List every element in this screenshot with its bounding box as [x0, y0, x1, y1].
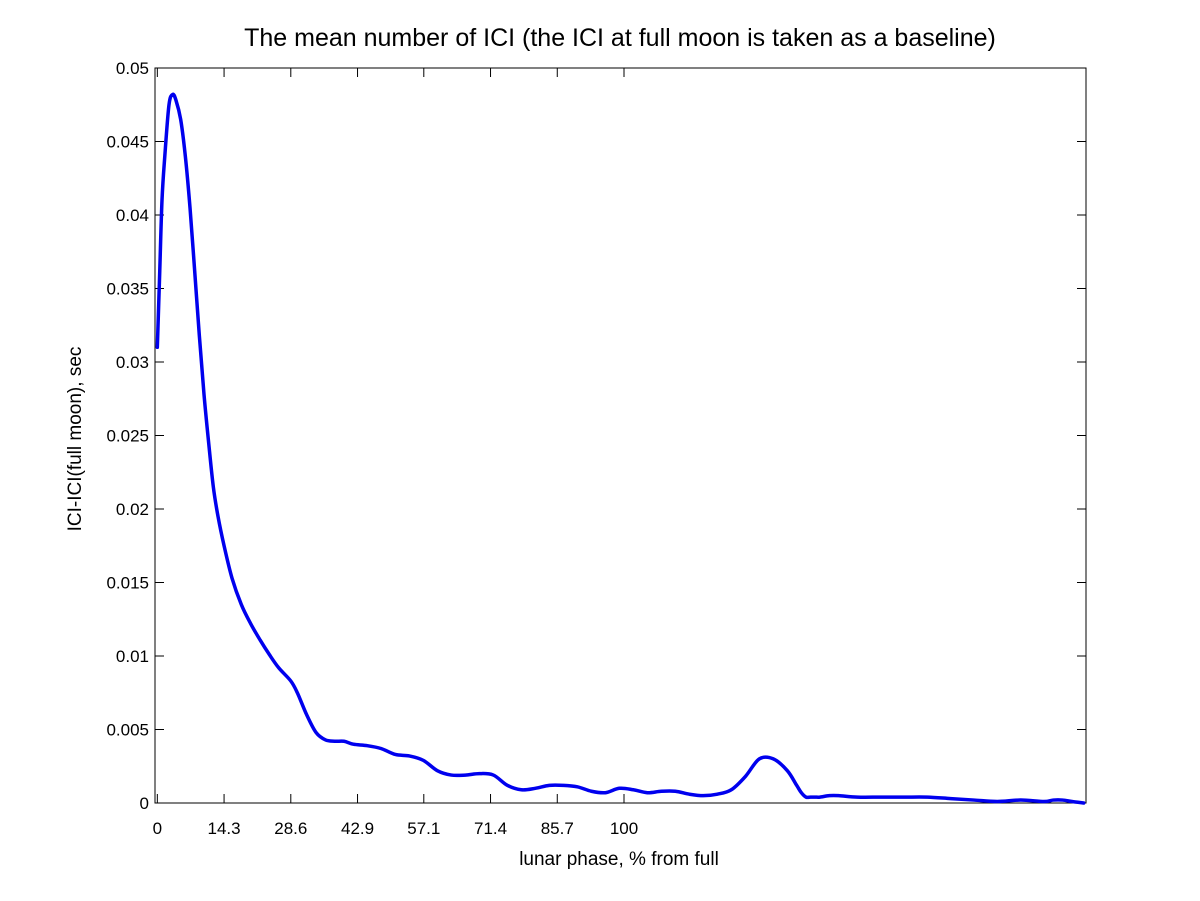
y-tick-label: 0.01: [116, 647, 149, 666]
y-tick-label: 0.025: [106, 427, 149, 446]
y-tick-label: 0.015: [106, 574, 149, 593]
y-tick-label: 0.03: [116, 353, 149, 372]
x-tick-label: 57.1: [407, 819, 440, 838]
x-tick-label: 42.9: [341, 819, 374, 838]
y-tick-label: 0.045: [106, 133, 149, 152]
y-axis-label: ICI-ICI(full moon), sec: [65, 347, 86, 532]
y-tick-label: 0.05: [116, 59, 149, 78]
x-axis-label: lunar phase, % from full: [519, 849, 719, 870]
y-tick-label: 0: [140, 794, 149, 813]
y-tick-label: 0.035: [106, 280, 149, 299]
x-tick-label: 0: [153, 819, 162, 838]
y-tick-label: 0.02: [116, 500, 149, 519]
x-tick-label: 100: [610, 819, 638, 838]
chart-title: The mean number of ICI (the ICI at full …: [244, 24, 996, 52]
x-tick-label: 85.7: [541, 819, 574, 838]
y-tick-label: 0.04: [116, 206, 149, 225]
x-tick-label: 14.3: [208, 819, 241, 838]
y-tick-label: 0.005: [106, 721, 149, 740]
x-tick-label: 28.6: [274, 819, 307, 838]
x-tick-label: 71.4: [474, 819, 507, 838]
series-line: [155, 92, 1086, 805]
